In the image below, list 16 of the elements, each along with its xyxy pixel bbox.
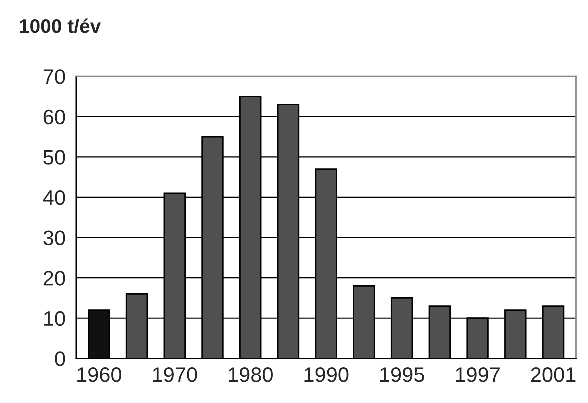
y-tick-label: 60 xyxy=(44,110,66,125)
y-tick-label: 10 xyxy=(44,311,66,326)
y-axis-title: 1000 t/év xyxy=(20,18,102,34)
x-tick-label: 1995 xyxy=(380,368,424,382)
x-tick-label: 1960 xyxy=(78,368,122,382)
x-tick-label: 2001 xyxy=(531,368,576,382)
y-tick-label: 70 xyxy=(44,70,66,84)
y-tick-label: 50 xyxy=(44,150,66,165)
y-tick-label: 40 xyxy=(43,190,66,206)
y-tick-label: 0 xyxy=(55,352,66,366)
y-tick-label: 20 xyxy=(44,271,66,286)
x-tick-label: 1990 xyxy=(304,368,349,382)
x-tick-label: 1970 xyxy=(153,368,198,382)
y-tick-label: 30 xyxy=(44,230,66,246)
x-tick-label: 1997 xyxy=(456,368,500,382)
x-tick-label: 1980 xyxy=(229,368,273,382)
